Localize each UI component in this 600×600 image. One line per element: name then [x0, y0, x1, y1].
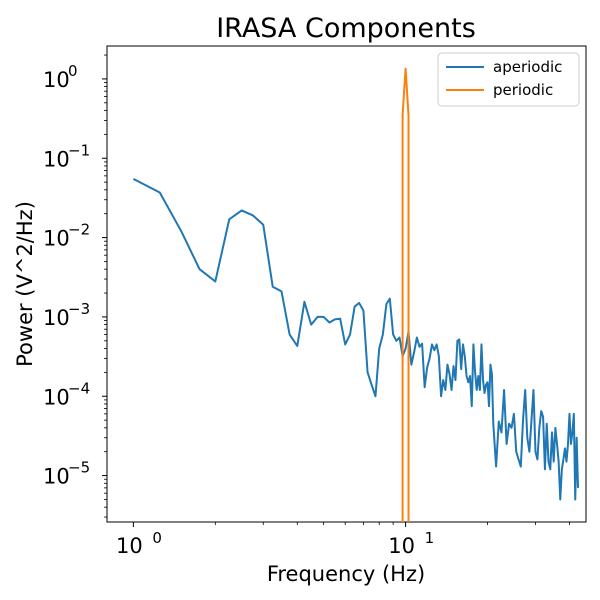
series-line-periodic [401, 67, 410, 522]
y-tick-exponent: −5 [68, 459, 90, 477]
legend: aperiodic periodic [437, 52, 580, 107]
legend-aperiodic-label: aperiodic [493, 58, 562, 76]
y-tick-label: 10 [43, 68, 70, 92]
series-layer [132, 67, 580, 522]
series-line-aperiodic [132, 177, 580, 501]
x-tick-exponent: 1 [425, 529, 435, 547]
x-tick-label: 10 [388, 534, 415, 558]
y-axis-label: Power (V^2/Hz) [13, 201, 37, 367]
y-tick-label: 10 [43, 385, 70, 409]
y-tick-exponent: −3 [68, 300, 90, 318]
y-tick-label: 10 [43, 227, 70, 251]
legend-periodic-label: periodic [493, 81, 553, 99]
y-tick-label: 10 [43, 465, 70, 489]
y-tick-exponent: −1 [68, 141, 90, 159]
y-tick-label: 10 [43, 147, 70, 171]
y-tick-exponent: 0 [68, 62, 78, 80]
y-tick-label: 10 [43, 306, 70, 330]
plot-area [106, 45, 587, 523]
x-tick-exponent: 0 [152, 529, 162, 547]
plot-frame [106, 45, 587, 523]
x-axis-label: Frequency (Hz) [267, 562, 425, 586]
x-tick-label: 10 [116, 534, 143, 558]
y-tick-exponent: −2 [68, 221, 90, 239]
chart-title: IRASA Components [216, 13, 476, 44]
y-tick-exponent: −4 [68, 379, 90, 397]
x-axis: 10 0 10 1 [116, 522, 570, 558]
